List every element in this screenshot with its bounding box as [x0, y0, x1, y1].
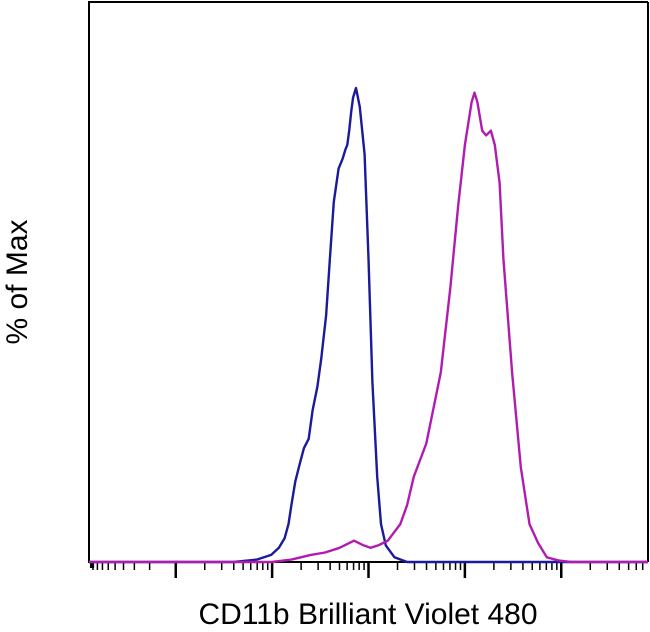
- x-axis-label: CD11b Brilliant Violet 480: [198, 598, 537, 631]
- series-lines: [89, 86, 648, 564]
- series-line-cd11b-stained: [89, 91, 648, 564]
- plot-frame: [88, 1, 649, 563]
- series-line-isotype-control: [89, 86, 648, 564]
- x-axis-ticks: [89, 562, 644, 578]
- y-axis-label: % of Max: [1, 219, 34, 344]
